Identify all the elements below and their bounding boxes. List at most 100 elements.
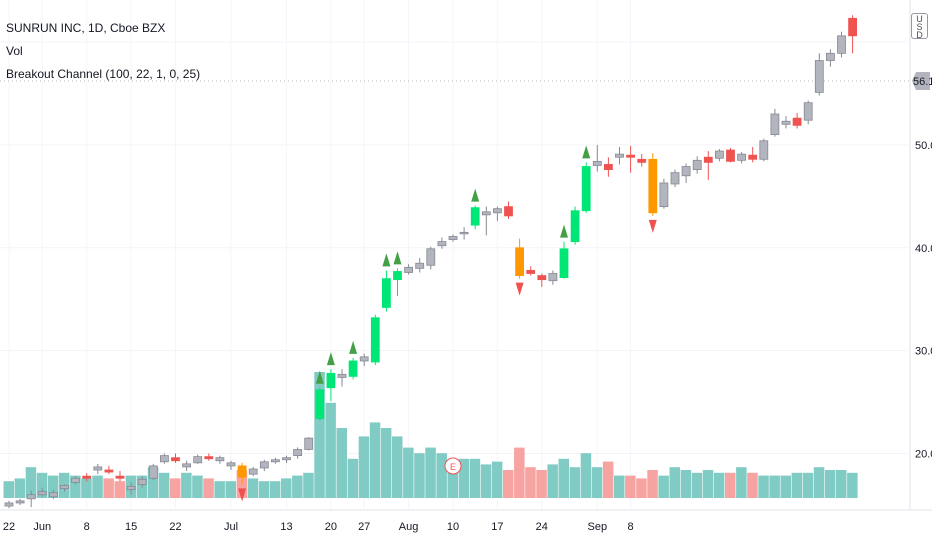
- candle-body: [115, 475, 125, 479]
- breakout-down-arrow: [648, 219, 657, 233]
- volume-bar: [358, 436, 370, 498]
- candle-body: [481, 211, 491, 216]
- volume-bar: [469, 458, 481, 498]
- candle-body: [726, 149, 735, 162]
- candle-body: [315, 389, 325, 419]
- time-tick-label: Sep: [588, 521, 608, 533]
- volume-bar: [3, 481, 14, 498]
- time-tick-label: 24: [536, 521, 548, 533]
- candle-body: [592, 160, 602, 166]
- volume-bar: [824, 470, 836, 498]
- candle-body: [182, 463, 192, 468]
- volume-bar: [558, 458, 569, 498]
- currency-button[interactable]: USD: [911, 13, 928, 39]
- candle-body: [326, 372, 336, 389]
- volume-bar: [525, 467, 536, 498]
- symbol-title[interactable]: SUNRUN INC, 1D, Cboe BZX: [6, 21, 166, 35]
- candle-body: [626, 154, 635, 158]
- candle-body: [348, 360, 358, 377]
- volume-bar: [669, 467, 680, 498]
- volume-bar: [114, 481, 125, 498]
- candle-body: [282, 457, 291, 461]
- volume-bar: [614, 475, 625, 498]
- volume-bar: [713, 472, 725, 498]
- candle-body: [49, 492, 58, 498]
- volume-bar: [47, 475, 59, 498]
- breakout-up-arrow: [582, 145, 591, 159]
- breakout-up-arrow: [382, 253, 391, 267]
- candle-body: [226, 462, 236, 467]
- candle-body: [792, 117, 802, 126]
- candle-body: [570, 210, 580, 243]
- candle-body: [604, 164, 613, 170]
- breakout-up-arrow: [315, 370, 324, 384]
- volume-bar: [802, 472, 814, 498]
- volume-bar: [580, 453, 592, 498]
- candle-body: [581, 166, 591, 212]
- time-tick-label: 27: [358, 521, 370, 533]
- candle-body: [548, 273, 558, 282]
- volume-bar: [369, 422, 381, 498]
- volume-bar: [170, 478, 181, 498]
- candle-body: [848, 17, 857, 37]
- time-tick-label: 10: [447, 521, 459, 533]
- volume-bar: [447, 458, 458, 498]
- volume-bar: [269, 481, 281, 498]
- volume-bar: [847, 472, 858, 498]
- volume-bar: [458, 458, 470, 498]
- candle-body: [126, 486, 136, 490]
- volume-bar: [36, 472, 48, 498]
- volume-bar: [14, 478, 26, 498]
- candle-body: [381, 278, 391, 308]
- candle-body: [370, 317, 380, 363]
- volume-bar: [647, 470, 658, 498]
- volume-bar: [425, 447, 436, 498]
- volume-bar: [70, 475, 81, 498]
- candle-body: [737, 153, 746, 161]
- candle-body: [159, 455, 169, 463]
- candle-body: [270, 459, 280, 463]
- candle-body: [781, 120, 791, 125]
- volume-bar: [536, 470, 547, 498]
- volume-bar: [214, 481, 225, 498]
- candle-body: [237, 465, 247, 478]
- volume-indicator-label[interactable]: Vol: [6, 44, 23, 58]
- price-tick-label: 50.00: [915, 140, 932, 152]
- candle-body: [193, 456, 203, 464]
- candle-body: [359, 356, 369, 362]
- candle-body: [26, 494, 36, 500]
- volume-bar: [325, 402, 336, 498]
- candle-body: [748, 154, 758, 160]
- price-tick-label: 20.00: [915, 449, 932, 461]
- breakout-up-arrow: [326, 352, 335, 366]
- breakout-channel-indicator-label[interactable]: Breakout Channel (100, 22, 1, 0, 25): [6, 67, 201, 81]
- candle-body: [215, 457, 225, 462]
- candle-body: [137, 478, 147, 485]
- volume-bar: [403, 447, 414, 498]
- candle-body: [293, 449, 303, 457]
- candle-body: [470, 207, 480, 226]
- candle-body: [615, 153, 624, 158]
- candle-body: [60, 485, 69, 489]
- candle-body: [837, 35, 846, 54]
- volume-bar: [281, 478, 292, 498]
- candle-body: [681, 166, 691, 177]
- time-tick-label: 22: [3, 521, 15, 533]
- candle-body: [404, 266, 414, 273]
- candle-body: [559, 248, 569, 279]
- candle-body: [448, 236, 458, 240]
- volume-bar: [225, 481, 236, 498]
- breakout-up-arrow: [471, 188, 480, 202]
- candle-body: [204, 456, 214, 460]
- candle-body: [515, 247, 524, 276]
- candle-body: [259, 461, 269, 469]
- volume-bar: [436, 453, 447, 498]
- candle-body: [814, 60, 824, 93]
- volume-bar: [691, 472, 703, 498]
- breakout-up-arrow: [349, 340, 358, 354]
- volume-bar: [192, 475, 203, 498]
- volume-bar: [491, 461, 503, 498]
- candle-body: [692, 159, 702, 170]
- volume-bar: [303, 472, 314, 498]
